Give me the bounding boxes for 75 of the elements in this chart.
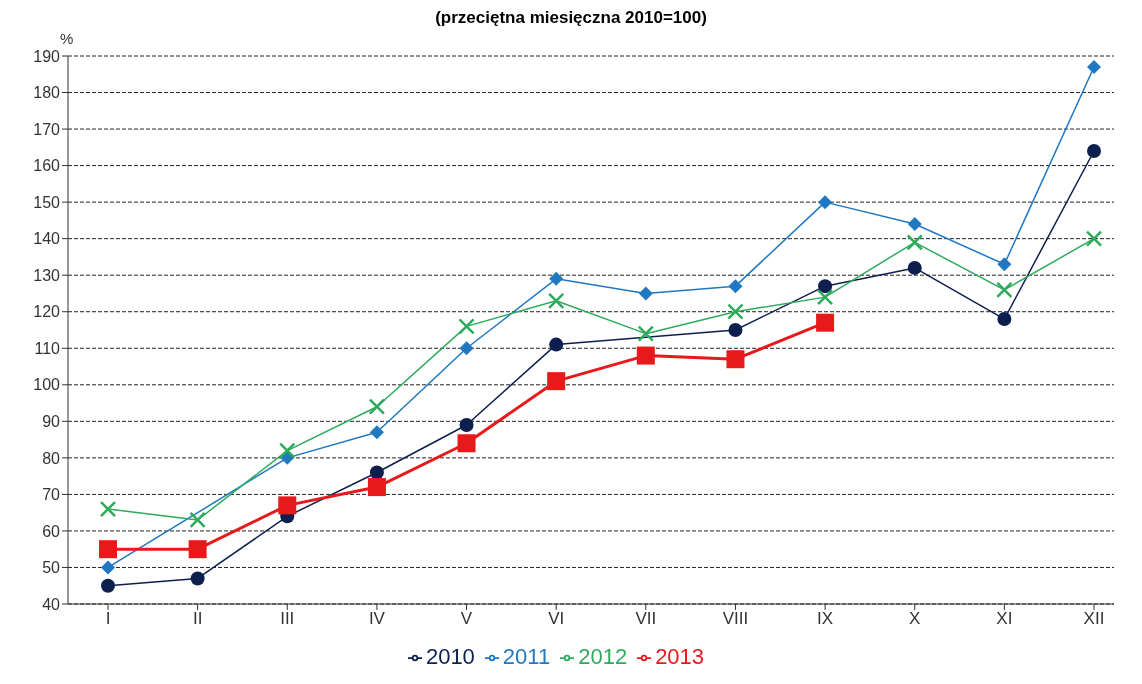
- point: [816, 288, 834, 306]
- point: [818, 279, 833, 294]
- point: [997, 312, 1012, 327]
- point: [369, 425, 384, 440]
- y-tick-label: 90: [42, 413, 61, 431]
- point: [907, 260, 922, 275]
- legend-label: 2011: [502, 644, 551, 669]
- point: [99, 540, 117, 559]
- point: [1085, 230, 1103, 247]
- point: [188, 540, 207, 559]
- y-tick-label: 80: [42, 449, 61, 467]
- point: [907, 217, 922, 232]
- point: [459, 417, 474, 432]
- point: [367, 478, 386, 497]
- point: [369, 465, 384, 480]
- x-tick-label: II: [192, 609, 203, 629]
- x-tick-label: XI: [996, 609, 1013, 629]
- legend-label: 2013: [655, 644, 705, 669]
- x-tick-label: III: [280, 609, 295, 629]
- y-tick-label: 150: [33, 193, 61, 211]
- point: [728, 323, 743, 337]
- point: [818, 195, 833, 210]
- point: [996, 281, 1013, 299]
- x-tick-label: VII: [635, 609, 657, 629]
- point: [189, 511, 206, 529]
- point: [458, 318, 475, 335]
- point: [549, 271, 564, 286]
- x-tick-label: V: [460, 609, 473, 629]
- y-tick-label: 60: [42, 522, 61, 540]
- point: [459, 341, 474, 356]
- legend-label: 2012: [578, 644, 628, 669]
- point: [101, 578, 115, 593]
- point: [728, 279, 743, 294]
- point: [278, 496, 297, 515]
- y-tick-label: 160: [33, 157, 61, 175]
- x-tick-label: X: [909, 609, 921, 629]
- y-tick-label: 130: [33, 266, 61, 284]
- point: [279, 442, 296, 459]
- x-tick-label: XII: [1083, 609, 1105, 629]
- y-tick-label: 40: [42, 595, 61, 613]
- y-tick-label: 70: [42, 486, 61, 504]
- y-tick-label: 140: [33, 230, 61, 248]
- point: [457, 434, 476, 453]
- x-tick-label: I: [105, 609, 111, 629]
- chart-title: (przeciętna miesięczna 2010=100): [434, 8, 708, 29]
- point: [547, 372, 566, 391]
- point: [547, 292, 565, 310]
- point: [1087, 59, 1101, 74]
- y-tick-label: 170: [33, 120, 61, 138]
- point: [637, 325, 655, 342]
- y-tick-label: 110: [34, 339, 61, 357]
- x-tick-label: VIII: [722, 609, 749, 629]
- point: [549, 337, 564, 352]
- y-tick-label: 120: [33, 303, 61, 321]
- point: [997, 257, 1012, 272]
- y-tick-label: 100: [33, 376, 61, 394]
- y-tick-label: 190: [33, 47, 61, 65]
- point: [368, 398, 386, 415]
- point: [636, 346, 655, 365]
- point: [906, 234, 923, 251]
- point: [638, 286, 653, 301]
- legend-label: 2010: [425, 644, 475, 669]
- x-tick-label: IV: [368, 609, 386, 629]
- point: [1087, 143, 1101, 158]
- y-tick-label: 50: [42, 559, 61, 577]
- point: [101, 560, 115, 575]
- point: [190, 571, 205, 586]
- point: [99, 500, 117, 518]
- x-tick-label: IX: [817, 609, 834, 629]
- y-tick-label: 180: [33, 84, 61, 102]
- x-tick-label: VI: [548, 609, 565, 629]
- point: [727, 303, 744, 320]
- y-axis-title: %: [60, 30, 74, 47]
- point: [726, 350, 745, 369]
- point: [816, 313, 835, 332]
